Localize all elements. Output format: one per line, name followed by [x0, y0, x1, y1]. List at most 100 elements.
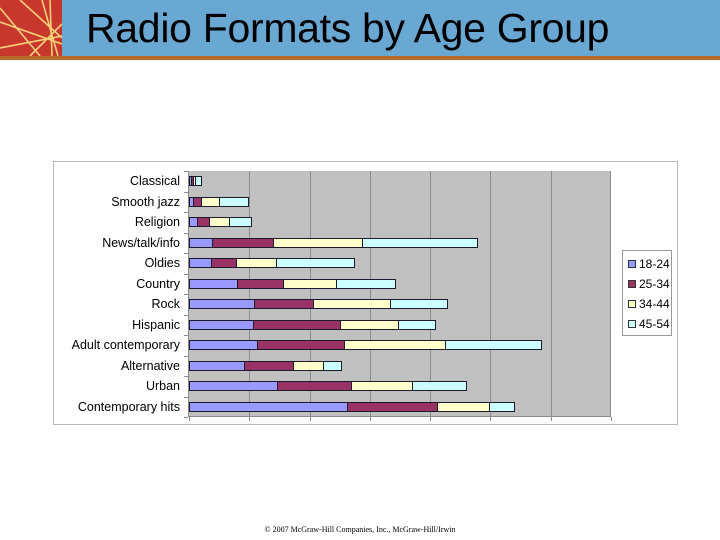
bar-segment-45-54 — [336, 279, 396, 289]
bar-segment-18-24 — [189, 381, 278, 391]
bar-segment-25-34 — [257, 340, 345, 350]
y-tick — [184, 294, 188, 295]
bar-segment-34-44 — [201, 197, 220, 207]
legend-label: 25-34 — [639, 277, 670, 291]
y-tick — [184, 212, 188, 213]
legend-item-45-54: 45-54 — [628, 317, 670, 331]
stacked-bar — [189, 402, 515, 412]
legend-item-34-44: 34-44 — [628, 297, 670, 311]
legend-label: 45-54 — [639, 317, 670, 331]
y-tick — [184, 233, 188, 234]
bar-segment-34-44 — [344, 340, 446, 350]
y-tick — [184, 253, 188, 254]
stacked-bar — [189, 340, 542, 350]
bar-segment-25-34 — [212, 238, 274, 248]
bar-segment-25-34 — [254, 299, 314, 309]
x-tick — [249, 417, 250, 421]
bar-segment-45-54 — [195, 176, 202, 186]
stacked-bar — [189, 361, 342, 371]
stacked-bar — [189, 279, 396, 289]
x-tick — [551, 417, 552, 421]
stacked-bar — [189, 176, 202, 186]
category-label: Rock — [151, 297, 180, 311]
y-tick — [184, 376, 188, 377]
x-tick — [310, 417, 311, 421]
gridline — [430, 171, 431, 416]
category-label: Religion — [134, 215, 180, 229]
x-tick — [370, 417, 371, 421]
copyright-footer: © 2007 McGraw-Hill Companies, Inc., McGr… — [264, 525, 456, 534]
bar-segment-34-44 — [313, 299, 391, 309]
category-label: Classical — [129, 174, 180, 188]
gridline — [551, 171, 552, 416]
category-label: Smooth jazz — [111, 195, 180, 209]
slide-header — [0, 0, 720, 56]
bar-segment-18-24 — [189, 320, 254, 330]
bar-segment-18-24 — [189, 402, 348, 412]
legend-swatch-icon — [628, 280, 636, 288]
legend-item-18-24: 18-24 — [628, 257, 670, 271]
plot-area — [189, 171, 611, 417]
bar-segment-18-24 — [189, 238, 213, 248]
legend-swatch-icon — [628, 320, 636, 328]
bar-segment-45-54 — [398, 320, 436, 330]
bar-segment-45-54 — [323, 361, 342, 371]
bar-segment-45-54 — [445, 340, 542, 350]
bar-segment-25-34 — [244, 361, 294, 371]
y-tick — [184, 171, 188, 172]
bar-segment-18-24 — [189, 361, 245, 371]
y-tick — [184, 417, 188, 418]
bar-segment-45-54 — [229, 217, 252, 227]
bar-segment-18-24 — [189, 299, 255, 309]
bar-segment-45-54 — [276, 258, 355, 268]
y-tick — [184, 315, 188, 316]
legend-item-25-34: 25-34 — [628, 277, 670, 291]
y-tick — [184, 192, 188, 193]
bar-segment-34-44 — [340, 320, 399, 330]
bar-segment-45-54 — [412, 381, 467, 391]
bar-segment-45-54 — [219, 197, 249, 207]
bar-segment-45-54 — [489, 402, 515, 412]
bar-segment-45-54 — [362, 238, 478, 248]
gridline — [490, 171, 491, 416]
category-label: Contemporary hits — [77, 400, 180, 414]
category-label: Alternative — [120, 359, 180, 373]
stacked-bar — [189, 197, 249, 207]
legend-swatch-icon — [628, 260, 636, 268]
legend-label: 18-24 — [639, 257, 670, 271]
bar-segment-34-44 — [351, 381, 413, 391]
bar-segment-25-34 — [347, 402, 438, 412]
category-label: Oldies — [144, 256, 180, 270]
gridline — [310, 171, 311, 416]
category-label: Urban — [145, 379, 180, 393]
bar-segment-25-34 — [277, 381, 352, 391]
bar-segment-34-44 — [273, 238, 363, 248]
bar-segment-34-44 — [209, 217, 230, 227]
y-tick — [184, 335, 188, 336]
stacked-bar — [189, 217, 252, 227]
logo-graphic — [0, 0, 62, 56]
bar-segment-18-24 — [189, 279, 238, 289]
y-tick — [184, 274, 188, 275]
x-tick — [490, 417, 491, 421]
bar-segment-25-34 — [237, 279, 284, 289]
starburst-lines-icon — [0, 0, 62, 56]
slide-title: Radio Formats by Age Group — [86, 5, 610, 51]
stacked-bar — [189, 258, 355, 268]
category-label: Adult contemporary — [71, 338, 180, 352]
stacked-bar — [189, 381, 467, 391]
category-label: Country — [136, 277, 180, 291]
bar-segment-45-54 — [390, 299, 448, 309]
bar-segment-18-24 — [189, 258, 212, 268]
bar-segment-34-44 — [236, 258, 277, 268]
legend-label: 34-44 — [639, 297, 670, 311]
bar-segment-34-44 — [283, 279, 337, 289]
bar-segment-25-34 — [253, 320, 341, 330]
bar-segment-25-34 — [211, 258, 237, 268]
stacked-bar — [189, 238, 478, 248]
legend-swatch-icon — [628, 300, 636, 308]
stacked-bar — [189, 320, 436, 330]
chart-legend: 18-24 25-34 34-44 45-54 — [622, 250, 672, 336]
x-tick — [189, 417, 190, 421]
bar-segment-34-44 — [437, 402, 490, 412]
